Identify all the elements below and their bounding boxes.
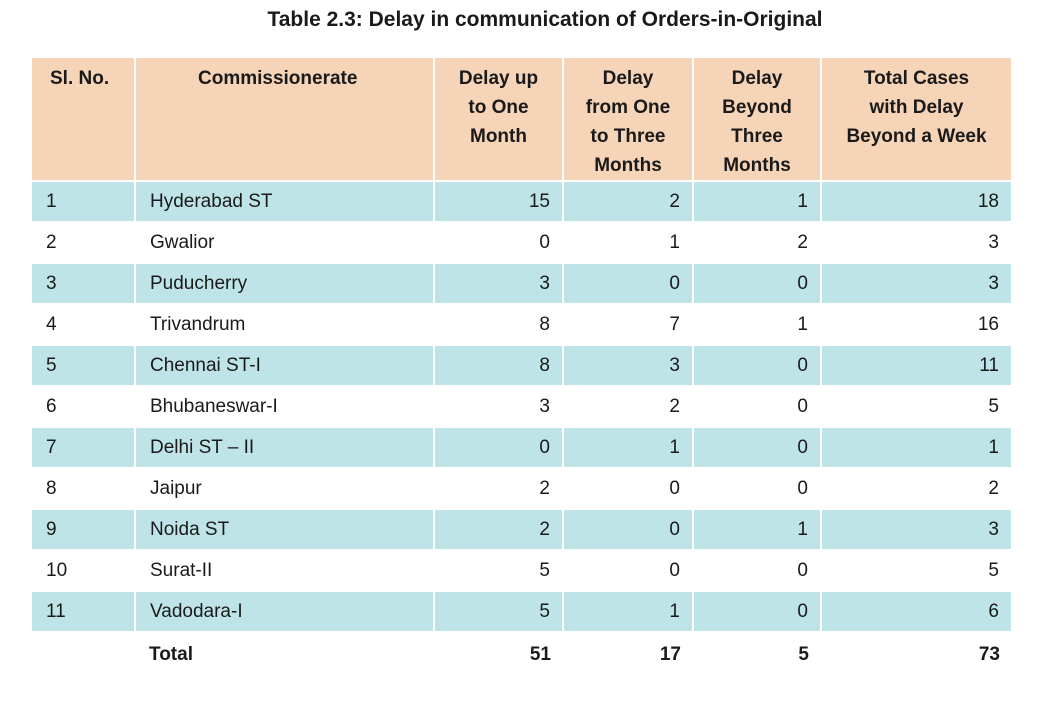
table-row: 1 Hyderabad ST 15 2 1 18	[32, 181, 1013, 223]
header-sl-no: Sl. No.	[32, 58, 136, 182]
total-one-month: 51	[434, 632, 563, 677]
cell-commissionerate: Puducherry	[135, 263, 435, 305]
table-row: 7 Delhi ST – II 0 1 0 1	[32, 427, 1013, 469]
cell-one-month: 8	[434, 345, 564, 387]
cell-one-three: 1	[563, 591, 694, 633]
table-row: 8 Jaipur 2 0 0 2	[32, 468, 1013, 510]
cell-beyond-three: 0	[693, 263, 822, 305]
cell-sl-no: 4	[32, 304, 136, 346]
cell-one-three: 0	[563, 550, 694, 592]
header-delay-one-three-months: Delay from One to Three Months	[563, 58, 694, 182]
total-label: Total	[135, 632, 434, 677]
header-row: Sl. No. Commissionerate Delay up to One …	[32, 58, 1013, 182]
cell-sl-no: 10	[32, 550, 136, 592]
cell-total: 1	[821, 427, 1013, 469]
cell-sl-no: 7	[32, 427, 136, 469]
cell-one-month: 15	[434, 181, 564, 223]
cell-commissionerate: Chennai ST-I	[135, 345, 435, 387]
cell-one-three: 0	[563, 263, 694, 305]
cell-sl-no: 8	[32, 468, 136, 510]
cell-total: 18	[821, 181, 1013, 223]
header-delay-one-month: Delay up to One Month	[434, 58, 564, 182]
header-total-cases: Total Cases with Delay Beyond a Week	[821, 58, 1013, 182]
cell-sl-no: 5	[32, 345, 136, 387]
cell-commissionerate: Surat-II	[135, 550, 435, 592]
header-commissionerate: Commissionerate	[135, 58, 435, 182]
cell-beyond-three: 0	[693, 345, 822, 387]
cell-commissionerate: Gwalior	[135, 222, 435, 264]
total-total: 73	[821, 632, 1012, 677]
table-title: Table 2.3: Delay in communication of Ord…	[267, 8, 823, 31]
cell-one-month: 3	[434, 386, 564, 428]
cell-one-month: 5	[434, 591, 564, 633]
cell-commissionerate: Jaipur	[135, 468, 435, 510]
cell-total: 5	[821, 386, 1013, 428]
cell-total: 3	[821, 222, 1013, 264]
cell-total: 16	[821, 304, 1013, 346]
cell-beyond-three: 2	[693, 222, 822, 264]
cell-commissionerate: Noida ST	[135, 509, 435, 551]
header-delay-beyond-three-months: Delay Beyond Three Months	[693, 58, 822, 182]
cell-commissionerate: Bhubaneswar-I	[135, 386, 435, 428]
cell-one-month: 3	[434, 263, 564, 305]
cell-one-three: 2	[563, 386, 694, 428]
cell-beyond-three: 0	[693, 386, 822, 428]
cell-total: 3	[821, 509, 1013, 551]
cell-sl-no-empty	[32, 632, 135, 677]
cell-sl-no: 2	[32, 222, 136, 264]
table-row: 3 Puducherry 3 0 0 3	[32, 263, 1013, 305]
total-one-three: 17	[563, 632, 693, 677]
cell-beyond-three: 0	[693, 427, 822, 469]
table-row: 4 Trivandrum 8 7 1 16	[32, 304, 1013, 346]
cell-sl-no: 9	[32, 509, 136, 551]
cell-commissionerate: Trivandrum	[135, 304, 435, 346]
cell-one-month: 0	[434, 222, 564, 264]
table-row: 5 Chennai ST-I 8 3 0 11	[32, 345, 1013, 387]
cell-sl-no: 11	[32, 591, 136, 633]
cell-total: 6	[821, 591, 1013, 633]
cell-beyond-three: 0	[693, 591, 822, 633]
table-row: 10 Surat-II 5 0 0 5	[32, 550, 1013, 592]
cell-one-month: 5	[434, 550, 564, 592]
cell-one-month: 2	[434, 509, 564, 551]
cell-total: 3	[821, 263, 1013, 305]
cell-total: 2	[821, 468, 1013, 510]
table-row: 2 Gwalior 0 1 2 3	[32, 222, 1013, 264]
cell-one-three: 0	[563, 468, 694, 510]
cell-beyond-three: 1	[693, 304, 822, 346]
cell-total: 11	[821, 345, 1013, 387]
cell-sl-no: 6	[32, 386, 136, 428]
cell-one-month: 8	[434, 304, 564, 346]
cell-one-three: 2	[563, 181, 694, 223]
total-beyond-three: 5	[693, 632, 821, 677]
cell-one-three: 0	[563, 509, 694, 551]
cell-one-three: 1	[563, 427, 694, 469]
cell-commissionerate: Hyderabad ST	[135, 181, 435, 223]
cell-beyond-three: 1	[693, 181, 822, 223]
cell-beyond-three: 1	[693, 509, 822, 551]
table-row: 11 Vadodara-I 5 1 0 6	[32, 591, 1013, 633]
cell-beyond-three: 0	[693, 550, 822, 592]
cell-beyond-three: 0	[693, 468, 822, 510]
cell-sl-no: 1	[32, 181, 136, 223]
cell-one-month: 2	[434, 468, 564, 510]
cell-commissionerate: Vadodara-I	[135, 591, 435, 633]
cell-one-three: 3	[563, 345, 694, 387]
table-row: 6 Bhubaneswar-I 3 2 0 5	[32, 386, 1013, 428]
cell-one-three: 7	[563, 304, 694, 346]
total-row: Total 51 17 5 73	[32, 632, 1012, 677]
cell-commissionerate: Delhi ST – II	[135, 427, 435, 469]
cell-one-month: 0	[434, 427, 564, 469]
cell-sl-no: 3	[32, 263, 136, 305]
table-row: 9 Noida ST 2 0 1 3	[32, 509, 1013, 551]
delay-table: Sl. No. Commissionerate Delay up to One …	[32, 58, 1013, 677]
cell-one-three: 1	[563, 222, 694, 264]
cell-total: 5	[821, 550, 1013, 592]
